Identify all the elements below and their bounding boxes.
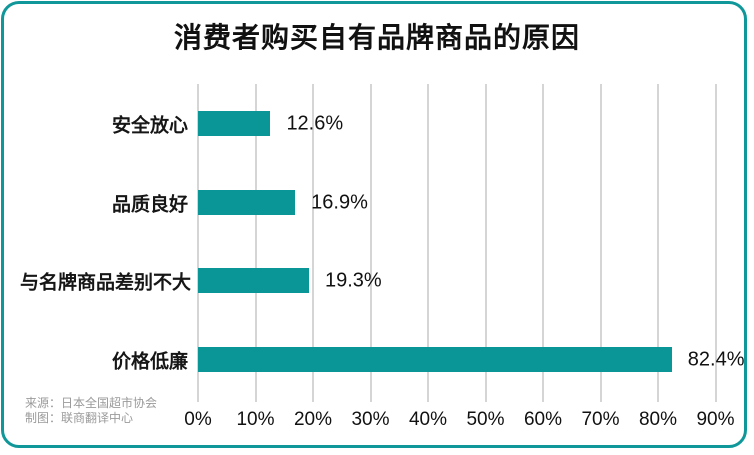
x-tick-label: 30%	[351, 409, 390, 430]
x-tick-label: 60%	[523, 409, 563, 430]
grid-line-70%	[599, 84, 602, 402]
source-line: 来源：日本全国超市协会	[25, 396, 158, 410]
category-label: 价格低廉	[111, 351, 188, 372]
x-tick-label: 50%	[466, 409, 505, 430]
x-tick-label: 70%	[581, 409, 620, 430]
category-label: 品质良好	[111, 194, 188, 215]
x-tick-label: 0%	[184, 409, 212, 430]
grid-line-20%	[312, 84, 314, 402]
x-tick-label: 40%	[408, 409, 448, 430]
value-label: 82.4%	[687, 348, 745, 370]
grid-line-40%	[427, 84, 429, 402]
grid-line-0%	[197, 84, 199, 402]
category-label: 安全放心	[111, 115, 188, 136]
value-label: 12.6%	[286, 112, 344, 134]
credit-line: 制图：联商翻译中心	[25, 411, 134, 425]
x-tick-label: 20%	[293, 409, 333, 430]
category-label: 与名牌商品差别不大	[20, 272, 192, 293]
card-frame	[1, 1, 747, 448]
bar-安全放心	[198, 111, 271, 136]
x-tick-label: 80%	[638, 409, 678, 430]
grid-line-90%	[714, 84, 717, 402]
x-tick-label: 90%	[696, 409, 735, 430]
grid-line-80%	[657, 84, 659, 402]
grid-line-50%	[484, 84, 487, 402]
value-label: 16.9%	[311, 191, 368, 213]
bar-与名牌商品差别不大	[198, 268, 309, 293]
chart-title: 消费者购买自有品牌商品的原因	[173, 22, 580, 53]
grid-line-30%	[369, 84, 372, 402]
bar-价格低廉	[198, 347, 672, 372]
bar-品质良好	[198, 190, 296, 215]
grid-line-60%	[542, 84, 544, 402]
x-tick-label: 10%	[236, 409, 275, 430]
grid-line-10%	[254, 84, 257, 402]
source-note: 来源：日本全国超市协会 制图：联商翻译中心	[25, 396, 157, 426]
value-label: 19.3%	[324, 269, 382, 291]
